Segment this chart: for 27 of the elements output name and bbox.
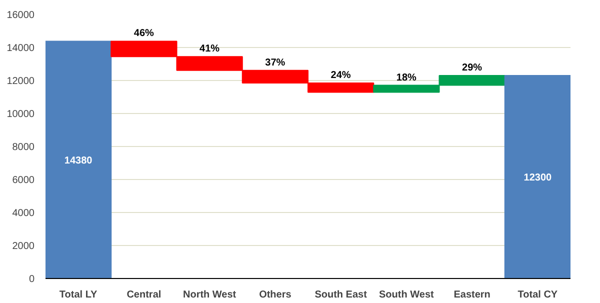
y-tick-label: 2000 xyxy=(12,241,35,252)
y-tick-label: 16000 xyxy=(6,10,35,21)
x-tick-label: South East xyxy=(314,290,368,300)
annotation: 46% xyxy=(134,28,154,40)
annotation: 18% xyxy=(396,72,417,84)
y-tick-label: 14000 xyxy=(6,43,35,54)
x-tick-label: North West xyxy=(182,290,237,300)
data-label: 14380 xyxy=(64,155,93,166)
annotation: 29% xyxy=(462,62,482,74)
x-tick-label: Others xyxy=(259,290,292,300)
y-tick-label: 10000 xyxy=(6,109,35,120)
y-tick-label: 4000 xyxy=(12,208,35,219)
bar xyxy=(504,75,570,278)
x-tick-label: Total CY xyxy=(518,290,558,300)
y-tick-label: 0 xyxy=(28,274,35,285)
annotation: 24% xyxy=(330,70,351,81)
annotation: 37% xyxy=(265,57,286,68)
x-tick-label: Central xyxy=(126,290,162,300)
y-tick-label: 12000 xyxy=(6,76,35,87)
x-tick-label: Eastern xyxy=(454,290,490,300)
y-tick-label: 8000 xyxy=(12,142,35,153)
data-label: 12300 xyxy=(524,172,552,184)
annotation: 41% xyxy=(200,44,220,55)
y-tick-label: 6000 xyxy=(12,175,35,186)
x-tick-label: South West xyxy=(379,290,435,300)
bar xyxy=(46,40,112,278)
x-tick-label: Total LY xyxy=(59,290,98,300)
